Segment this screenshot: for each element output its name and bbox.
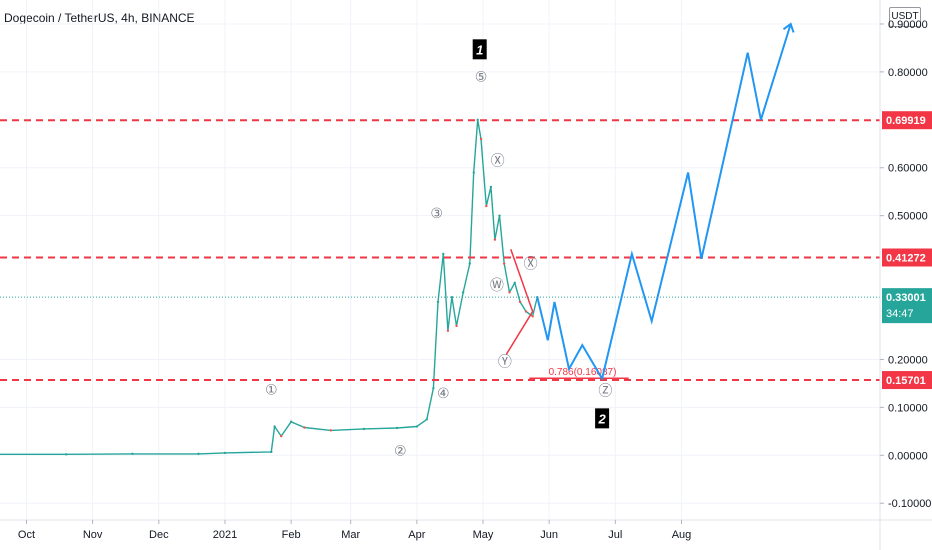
x-tick-label: Aug [672, 529, 692, 541]
wave-label: ③ [430, 206, 443, 222]
price-point [472, 171, 475, 174]
price-point [531, 315, 534, 318]
wave-label: ① [265, 382, 278, 398]
price-point [485, 204, 488, 208]
price-point [280, 434, 283, 438]
price-point [329, 429, 333, 432]
x-tick-label: Apr [408, 529, 425, 541]
y-tick-label: 0.00000 [888, 450, 928, 462]
x-tick-label: May [473, 529, 494, 541]
y-tick-label: 0.20000 [888, 354, 928, 366]
x-tick-label: Oct [18, 529, 35, 541]
y-tick-label: 0.50000 [888, 211, 928, 223]
level-badge [882, 371, 932, 390]
price-point [479, 137, 483, 141]
price-point [432, 387, 435, 390]
level-badge [882, 248, 932, 267]
big-label: 1 [476, 42, 483, 57]
wave-label: Ⓩ [598, 383, 612, 399]
price-point [493, 238, 497, 241]
level-badge-label: 0.69919 [886, 115, 926, 127]
price-series [0, 118, 539, 456]
big-label-box [472, 39, 487, 60]
horizontal-levels: 0.786(0.16087) [0, 119, 880, 382]
price-badges: 0.69919 0.41272 0.15701 0.33001 34:47 [882, 111, 932, 390]
projection-path [536, 22, 795, 382]
price-point [270, 450, 273, 454]
price-line [0, 119, 538, 455]
x-tick-label: Mar [341, 529, 360, 541]
level-badge-label: 0.41272 [886, 252, 926, 264]
price-point [197, 452, 200, 456]
price-point [442, 252, 445, 256]
wave-label: ② [394, 443, 407, 459]
countdown-label: 34:47 [886, 308, 914, 320]
price-point [524, 310, 528, 313]
price-point [461, 291, 465, 294]
price-point [425, 418, 428, 421]
price-point [455, 324, 458, 328]
currency-unit-button[interactable]: USDT [889, 7, 921, 27]
x-tick-label: Jun [540, 529, 558, 541]
projection-arrowhead [782, 22, 795, 33]
price-point [468, 262, 471, 265]
big-label: 2 [597, 411, 606, 426]
wave-label: ④ [437, 386, 450, 402]
price-point [508, 291, 511, 294]
level-badge-label: 0.15701 [886, 375, 926, 387]
price-point [518, 300, 522, 304]
price-point [303, 426, 306, 429]
price-point [395, 426, 399, 430]
chart-title: Dogecoin / TetherUS, 4h, BINANCE [4, 11, 195, 25]
big-label-box [595, 408, 610, 429]
current-price-label: 0.33001 [886, 292, 926, 304]
x-tick-label: Nov [83, 529, 103, 541]
grid [0, 0, 880, 520]
y-tick-label: 0.80000 [888, 67, 928, 79]
price-point [502, 262, 506, 265]
fib-label: 0.786(0.16087) [549, 367, 617, 378]
y-tick-label: 0.10000 [888, 402, 928, 414]
wave-label: Ⓧ [524, 256, 538, 272]
wave-label: ⑤ [475, 69, 488, 85]
price-point [64, 453, 68, 456]
price-point [446, 329, 450, 332]
price-point [223, 451, 227, 455]
price-point [513, 281, 516, 284]
x-tick-label: 2021 [213, 529, 237, 541]
y-tick-label: 0.60000 [888, 163, 928, 175]
price-point [498, 214, 501, 217]
x-tick-label: Jul [608, 529, 622, 541]
price-point [289, 420, 293, 423]
wave-label: Ⓧ [491, 153, 505, 169]
wave-label: Ⓦ [490, 278, 504, 294]
price-point [362, 427, 366, 431]
price-point [476, 118, 479, 122]
price-point [131, 452, 134, 456]
y-tick-label: 0.90000 [888, 19, 928, 31]
price-point [415, 425, 419, 428]
price-point [450, 295, 454, 299]
x-tick-label: Dec [149, 529, 169, 541]
x-tick-label: Feb [282, 529, 301, 541]
triangle-line [505, 248, 534, 356]
price-point [436, 300, 440, 304]
wave-labels: ① ② ③ ④ ⑤ Ⓧ Ⓦ Ⓧ Ⓨ Ⓩ 1 2 [265, 39, 612, 459]
triangle-pattern [505, 248, 534, 356]
current-price-badge [882, 288, 932, 324]
price-point [273, 425, 276, 428]
projection-line [536, 23, 792, 382]
x-axis: Oct Nov Dec 2021 Feb Mar Apr May Jun Jul Aug [0, 519, 932, 541]
wave-label: Ⓨ [498, 355, 512, 371]
y-axis: -0.10000 0.00000 0.10000 0.20000 0.50000 0.60… [879, 0, 931, 550]
price-point [489, 185, 493, 189]
level-badge [882, 111, 932, 130]
y-tick-label: -0.10000 [888, 498, 931, 510]
